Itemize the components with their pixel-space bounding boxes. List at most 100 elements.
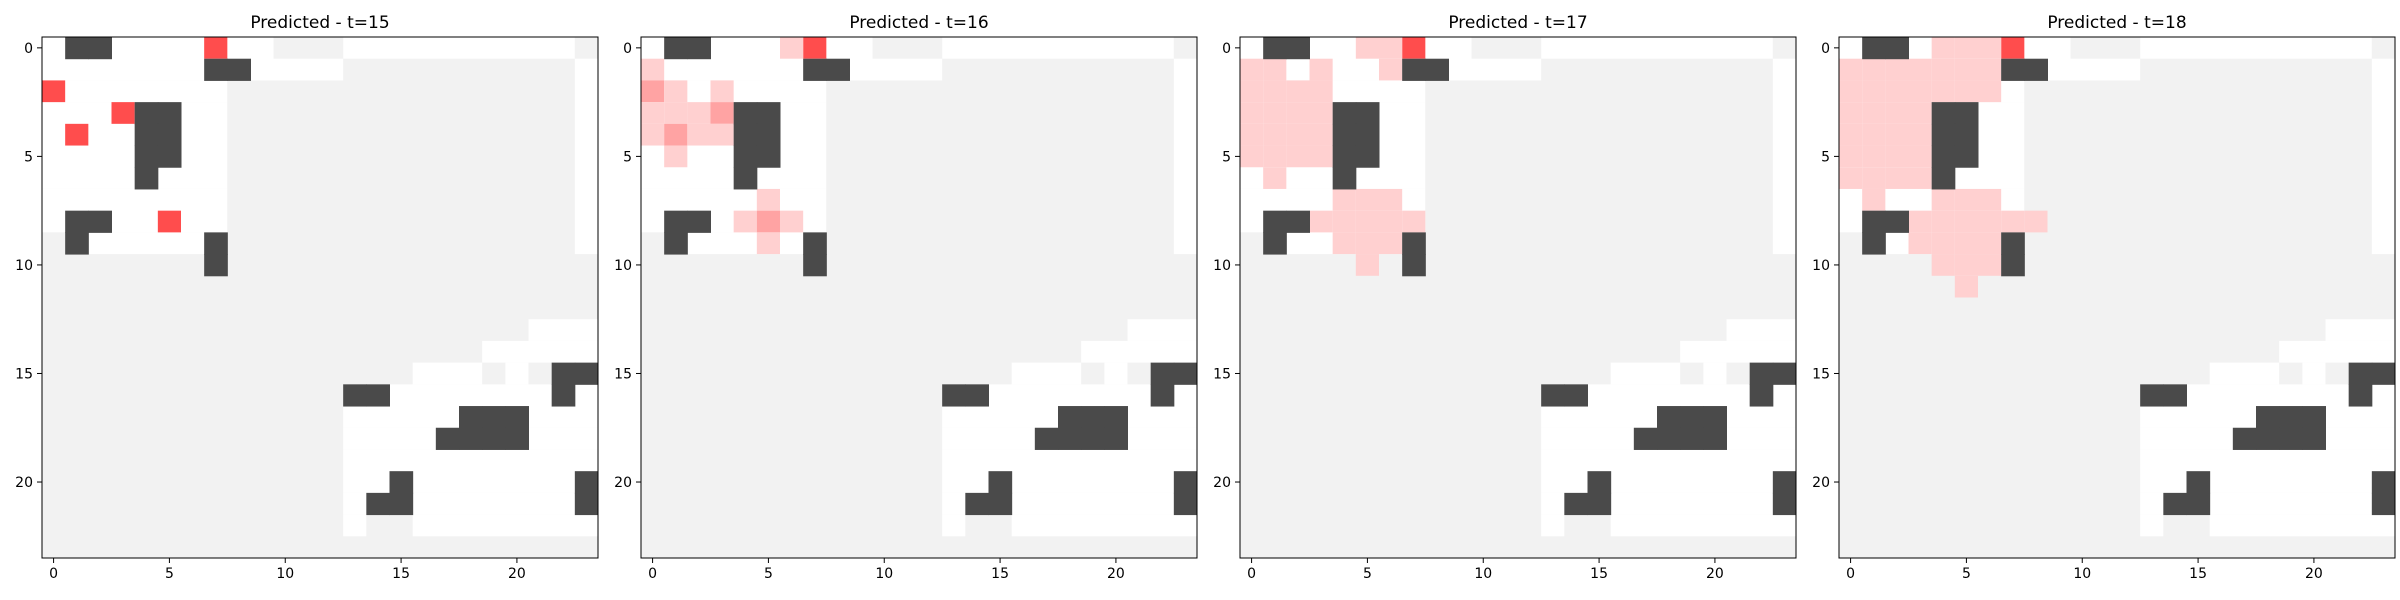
free-region <box>942 492 966 515</box>
predicted-cell <box>1286 102 1310 124</box>
wall-cell <box>988 471 1013 494</box>
predicted-cell <box>1309 80 1333 103</box>
predicted-cell <box>1263 145 1287 168</box>
x-tick-label: 5 <box>1363 566 1372 582</box>
wall-cell <box>988 492 1013 516</box>
predicted-cell <box>1862 58 1886 81</box>
predicted-cell <box>1839 80 1863 103</box>
y-tick-label: 0 <box>1821 41 1830 57</box>
free-region <box>2140 514 2164 537</box>
x-tick-label: 0 <box>49 566 58 582</box>
predicted-cell <box>2024 210 2048 233</box>
predicted-cell <box>1885 123 1909 146</box>
wall-cell <box>1657 406 1681 429</box>
predicted-cell <box>664 102 688 124</box>
free-region <box>2325 427 2395 450</box>
wall-cell <box>482 427 506 450</box>
x-tick-label: 15 <box>392 566 410 582</box>
y-tick-label: 20 <box>15 475 33 491</box>
predicted-cell <box>733 210 757 233</box>
predicted-cell <box>641 102 665 124</box>
free-region <box>343 427 436 450</box>
predicted-cell <box>1908 210 1932 233</box>
predicted-cell <box>710 123 734 146</box>
free-region <box>1610 514 1796 537</box>
wall-cell <box>2371 471 2396 494</box>
predicted-cell <box>1263 80 1287 103</box>
wall-cell <box>157 145 182 168</box>
y-tick-label: 5 <box>24 149 33 165</box>
wall-cell <box>88 210 112 233</box>
predicted-cell <box>1355 232 1379 255</box>
free-region <box>343 449 598 493</box>
predicted-cell <box>1379 58 1403 81</box>
y-tick-label: 0 <box>24 41 33 57</box>
wall-cell <box>1332 145 1357 168</box>
wall-cell <box>1355 123 1380 147</box>
wall-cell <box>134 102 159 125</box>
predicted-cell <box>1309 102 1333 124</box>
wall-cell <box>459 406 483 429</box>
predicted-cell <box>1978 80 2002 103</box>
predicted-cell <box>1954 37 1978 59</box>
wall-cell <box>1703 406 1727 429</box>
predicted-cell <box>2001 210 2025 233</box>
wall-cell <box>687 210 711 233</box>
wall-cell <box>2001 58 2025 81</box>
wall-cell <box>366 492 390 516</box>
predicted-cell <box>1839 167 1863 189</box>
wall-cell <box>1749 384 1774 407</box>
wall-cell <box>756 102 781 125</box>
x-tick-label: 5 <box>764 566 773 582</box>
wall-cell <box>1587 471 1612 494</box>
wall-cell <box>1332 123 1357 147</box>
wall-cell <box>2001 232 2025 255</box>
x-tick-label: 20 <box>1107 566 1125 582</box>
predicted-cell <box>664 80 688 103</box>
free-region <box>1610 492 1773 515</box>
unexplored-region <box>2371 37 2395 59</box>
panel-title: Predicted - t=17 <box>1448 13 1587 33</box>
wall-cell <box>1657 427 1681 450</box>
free-region <box>2209 514 2395 537</box>
free-region <box>942 427 1035 450</box>
wall-cell <box>134 167 159 190</box>
free-region <box>2302 362 2326 385</box>
predicted-cell <box>1954 58 1978 81</box>
predicted-cell <box>1309 58 1333 81</box>
x-tick-label: 10 <box>1474 566 1492 582</box>
x-tick-label: 10 <box>875 566 893 582</box>
free-region <box>1081 340 1197 363</box>
free-region <box>412 514 598 537</box>
x-tick-label: 0 <box>1846 566 1855 582</box>
wall-cell <box>965 384 989 407</box>
predicted-cell <box>1240 102 1264 124</box>
wall-cell <box>1772 471 1797 494</box>
wall-cell <box>965 492 989 516</box>
predicted-cell <box>1908 58 1932 81</box>
wall-cell <box>1541 384 1565 407</box>
wall-cell <box>1402 232 1426 255</box>
predicted-cell <box>1332 188 1356 211</box>
wall-cell <box>942 384 966 407</box>
predicted-cell <box>756 210 780 233</box>
free-region <box>1726 319 1796 341</box>
predicted-cell <box>1931 80 1955 103</box>
y-tick-label: 5 <box>1222 149 1231 165</box>
free-region <box>1425 58 1542 81</box>
free-region <box>1541 449 1796 493</box>
predicted-cell <box>1355 210 1379 233</box>
wall-cell <box>1772 492 1797 516</box>
wall-cell <box>1425 58 1449 81</box>
free-region <box>574 58 598 255</box>
wall-cell <box>2371 362 2396 385</box>
predicted-cell <box>1309 123 1333 146</box>
free-region <box>1127 319 1197 341</box>
predicted-cell <box>1839 58 1863 81</box>
predicted-cell <box>1309 210 1333 233</box>
wall-cell <box>1355 102 1380 125</box>
wall-cell <box>803 58 827 81</box>
y-tick-label: 15 <box>15 366 33 382</box>
wall-cell <box>1931 145 1956 168</box>
